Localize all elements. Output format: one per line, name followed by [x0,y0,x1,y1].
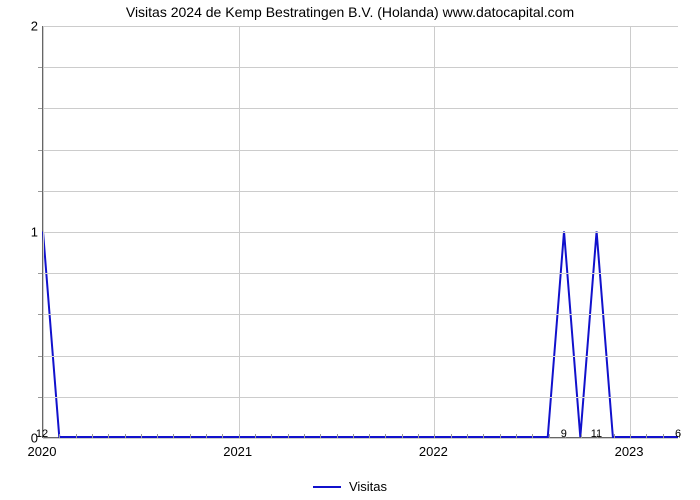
x-minor-tick [76,434,77,438]
grid-h [43,438,678,439]
x-minor-tick [320,434,321,438]
x-minor-tick [125,434,126,438]
legend: Visitas [0,478,700,494]
x-minor-tick [516,434,517,438]
x-minor-tick [385,434,386,438]
grid-v [239,26,240,437]
x-minor-label: 12 [36,428,48,440]
x-minor-tick [434,434,435,438]
grid-h-minor [43,356,678,357]
grid-h-minor [43,191,678,192]
x-minor-tick [402,434,403,438]
legend-label: Visitas [349,479,387,494]
grid-h-minor [43,397,678,398]
x-minor-tick [141,434,142,438]
x-minor-tick [614,434,615,438]
y-minor-tick [38,191,42,192]
x-minor-label: 11 [591,428,602,440]
grid-v [434,26,435,437]
x-minor-tick [304,434,305,438]
grid-h-minor [43,150,678,151]
grid-h [43,26,678,27]
x-minor-tick [646,434,647,438]
x-minor-tick [663,434,664,438]
x-minor-tick [581,434,582,438]
x-minor-tick [369,434,370,438]
x-minor-tick [483,434,484,438]
y-minor-tick [38,314,42,315]
x-minor-tick [92,434,93,438]
y-minor-tick [38,397,42,398]
x-minor-tick [190,434,191,438]
y-minor-tick [38,150,42,151]
x-tick-label: 2021 [223,444,252,459]
x-minor-tick [288,434,289,438]
x-minor-tick [500,434,501,438]
grid-h-minor [43,273,678,274]
x-minor-tick [173,434,174,438]
x-minor-tick [59,434,60,438]
x-minor-tick [532,434,533,438]
grid-v [630,26,631,437]
visits-chart: Visitas 2024 de Kemp Bestratingen B.V. (… [0,0,700,500]
grid-h-minor [43,108,678,109]
y-minor-tick [38,273,42,274]
grid-h-minor [43,314,678,315]
x-minor-tick [418,434,419,438]
x-minor-label: 6 [675,428,681,440]
x-minor-tick [549,434,550,438]
x-minor-tick [255,434,256,438]
x-minor-tick [206,434,207,438]
x-minor-tick [222,434,223,438]
y-tick-label: 1 [18,225,38,240]
x-minor-tick [467,434,468,438]
x-minor-tick [337,434,338,438]
grid-h-minor [43,67,678,68]
x-minor-tick [630,434,631,438]
x-tick-label: 2023 [615,444,644,459]
x-tick-label: 2020 [28,444,57,459]
x-minor-tick [239,434,240,438]
x-tick-label: 2022 [419,444,448,459]
x-minor-tick [271,434,272,438]
y-minor-tick [38,356,42,357]
y-minor-tick [38,67,42,68]
grid-h [43,232,678,233]
x-minor-tick [108,434,109,438]
plot-area [42,26,678,438]
legend-swatch [313,486,341,488]
x-minor-tick [353,434,354,438]
y-tick-label: 2 [18,19,38,34]
series-Visitas [43,232,678,438]
chart-title: Visitas 2024 de Kemp Bestratingen B.V. (… [0,4,700,20]
y-minor-tick [38,108,42,109]
x-minor-tick [451,434,452,438]
x-minor-tick [157,434,158,438]
x-minor-label: 9 [561,428,567,440]
grid-v [43,26,44,437]
